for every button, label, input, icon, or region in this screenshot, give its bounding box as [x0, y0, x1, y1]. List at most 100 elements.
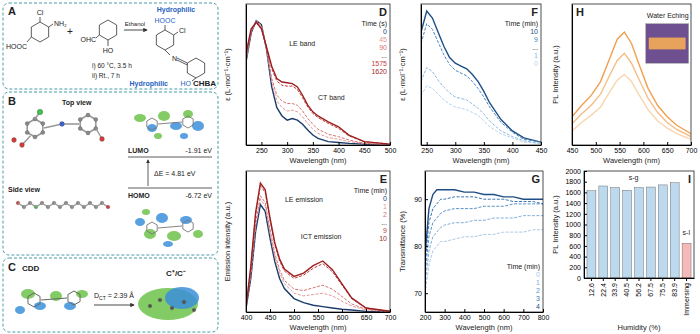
label: = 2.39 Å: [108, 291, 135, 299]
y-axis: [246, 172, 247, 313]
ring: [187, 58, 204, 78]
tick-label: 500: [385, 147, 397, 154]
chart-panel: 12.622.433.940.556.267.575.583.9Immersin…: [551, 168, 695, 332]
tick-label: 83.9: [671, 283, 678, 297]
tick: 400: [333, 142, 345, 154]
y-axis-title: Transmittance (%): [398, 211, 407, 272]
tick-label: 500: [479, 314, 491, 321]
annotation: LE band: [289, 40, 315, 47]
bar: [682, 243, 691, 278]
tick-label: 1800: [565, 178, 581, 185]
y-axis-title: PL Intensity (a.u.): [551, 195, 560, 254]
tick-mark: [650, 278, 651, 281]
tick-mark: [584, 192, 587, 193]
tick-label: 650: [662, 147, 674, 154]
reaction-arrow: [124, 30, 147, 31]
label: ΔE = 4.81 eV: [154, 170, 196, 177]
orbital-lobe: [192, 121, 204, 131]
chart-panel: 200300400500600700800708090Wavelength (n…: [398, 171, 549, 332]
panel-label: D: [379, 6, 387, 18]
panel-label: E: [380, 173, 387, 185]
tick: 80: [414, 243, 428, 250]
transfer-distance: DCT= 2.39 Å: [94, 291, 134, 301]
transfer-arrow: [94, 305, 134, 306]
tick: 600: [638, 142, 650, 154]
tick: 1800: [565, 178, 587, 185]
series-line: [572, 75, 691, 140]
legend-entry: Time (min): [507, 263, 540, 271]
tick-mark: [541, 142, 542, 145]
tick: 83.9: [671, 278, 678, 297]
label: N: [172, 55, 177, 62]
plot-frame: [246, 171, 390, 312]
orbital-lobe: [135, 218, 145, 226]
tick: 550: [313, 309, 325, 321]
label: C⁺/C⁻: [166, 269, 186, 278]
ring: [68, 291, 80, 305]
tick-mark: [390, 309, 391, 312]
series-line: [425, 230, 543, 293]
tick-mark: [512, 142, 513, 145]
atom: [60, 122, 65, 127]
bond: [165, 50, 170, 55]
orbital-lobe: [158, 111, 170, 121]
tick: 40.5: [623, 278, 630, 297]
tick-label: 800: [538, 314, 550, 321]
tick-label: 450: [567, 147, 579, 154]
label: -6.72 eV: [186, 192, 213, 199]
tick: 70: [414, 290, 428, 297]
ring: [183, 220, 193, 232]
atom: [182, 300, 186, 304]
axis-line: [247, 145, 391, 146]
tick-mark: [584, 267, 587, 268]
tick-mark: [643, 142, 644, 145]
panel-label: G: [531, 173, 540, 185]
annotation: Water Eching: [647, 12, 689, 20]
label: Hydrophilic: [129, 80, 168, 88]
legend-entry: 0: [534, 60, 538, 67]
axis-line: [421, 5, 422, 146]
orbital-lobe: [76, 290, 88, 298]
series-line: [425, 197, 543, 265]
annotation: s-l: [683, 229, 691, 236]
label: HO: [103, 47, 114, 54]
plot-area: [246, 21, 390, 145]
tick-label: 600: [569, 243, 581, 250]
tick: 500: [479, 309, 491, 321]
bond: [44, 124, 62, 128]
tick-mark: [270, 309, 271, 312]
tick: 22.4: [600, 278, 607, 297]
tick-mark: [603, 278, 604, 281]
chart: 12.622.433.940.556.267.575.583.9Immersin…: [551, 168, 695, 332]
series-line: [421, 11, 541, 142]
orbital-lobe: [180, 216, 192, 224]
panel-frame: [3, 258, 218, 332]
tick: 400: [569, 253, 587, 260]
tick-mark: [427, 142, 428, 145]
ring: [156, 30, 173, 50]
bar: [611, 188, 620, 278]
tick: 400: [459, 309, 471, 321]
legend-entry: 0: [383, 28, 387, 35]
orbital-lobe: [154, 133, 162, 139]
tick: 500: [289, 309, 301, 321]
legend-entry: Time (min): [354, 187, 387, 195]
tick: 450: [359, 142, 371, 154]
chart-panel: 400450500550600650700Wavelength (nm)Emis…: [223, 171, 396, 332]
label: OHC: [80, 36, 96, 43]
series-line: [421, 67, 541, 143]
series-line: [246, 21, 390, 145]
x-axis-title: Wavelength (nm): [290, 156, 347, 165]
chart: 250300350400450500Wavelength (nm)ε (L·mo…: [223, 4, 396, 165]
tick-label: 33.9: [611, 283, 618, 297]
tick-mark: [662, 278, 663, 281]
label: CDD: [22, 264, 40, 273]
panel-frame: [3, 3, 218, 89]
tick-mark: [445, 309, 446, 312]
atom: [41, 122, 45, 126]
panel-a: AHOOCClNH₂+OHCHOEthanoli) 60 °C, 3.5 hii…: [3, 3, 218, 89]
legend-entry: 9: [383, 227, 387, 234]
panel-label: H: [576, 6, 584, 18]
bond: [41, 298, 67, 300]
series-line: [425, 190, 543, 256]
